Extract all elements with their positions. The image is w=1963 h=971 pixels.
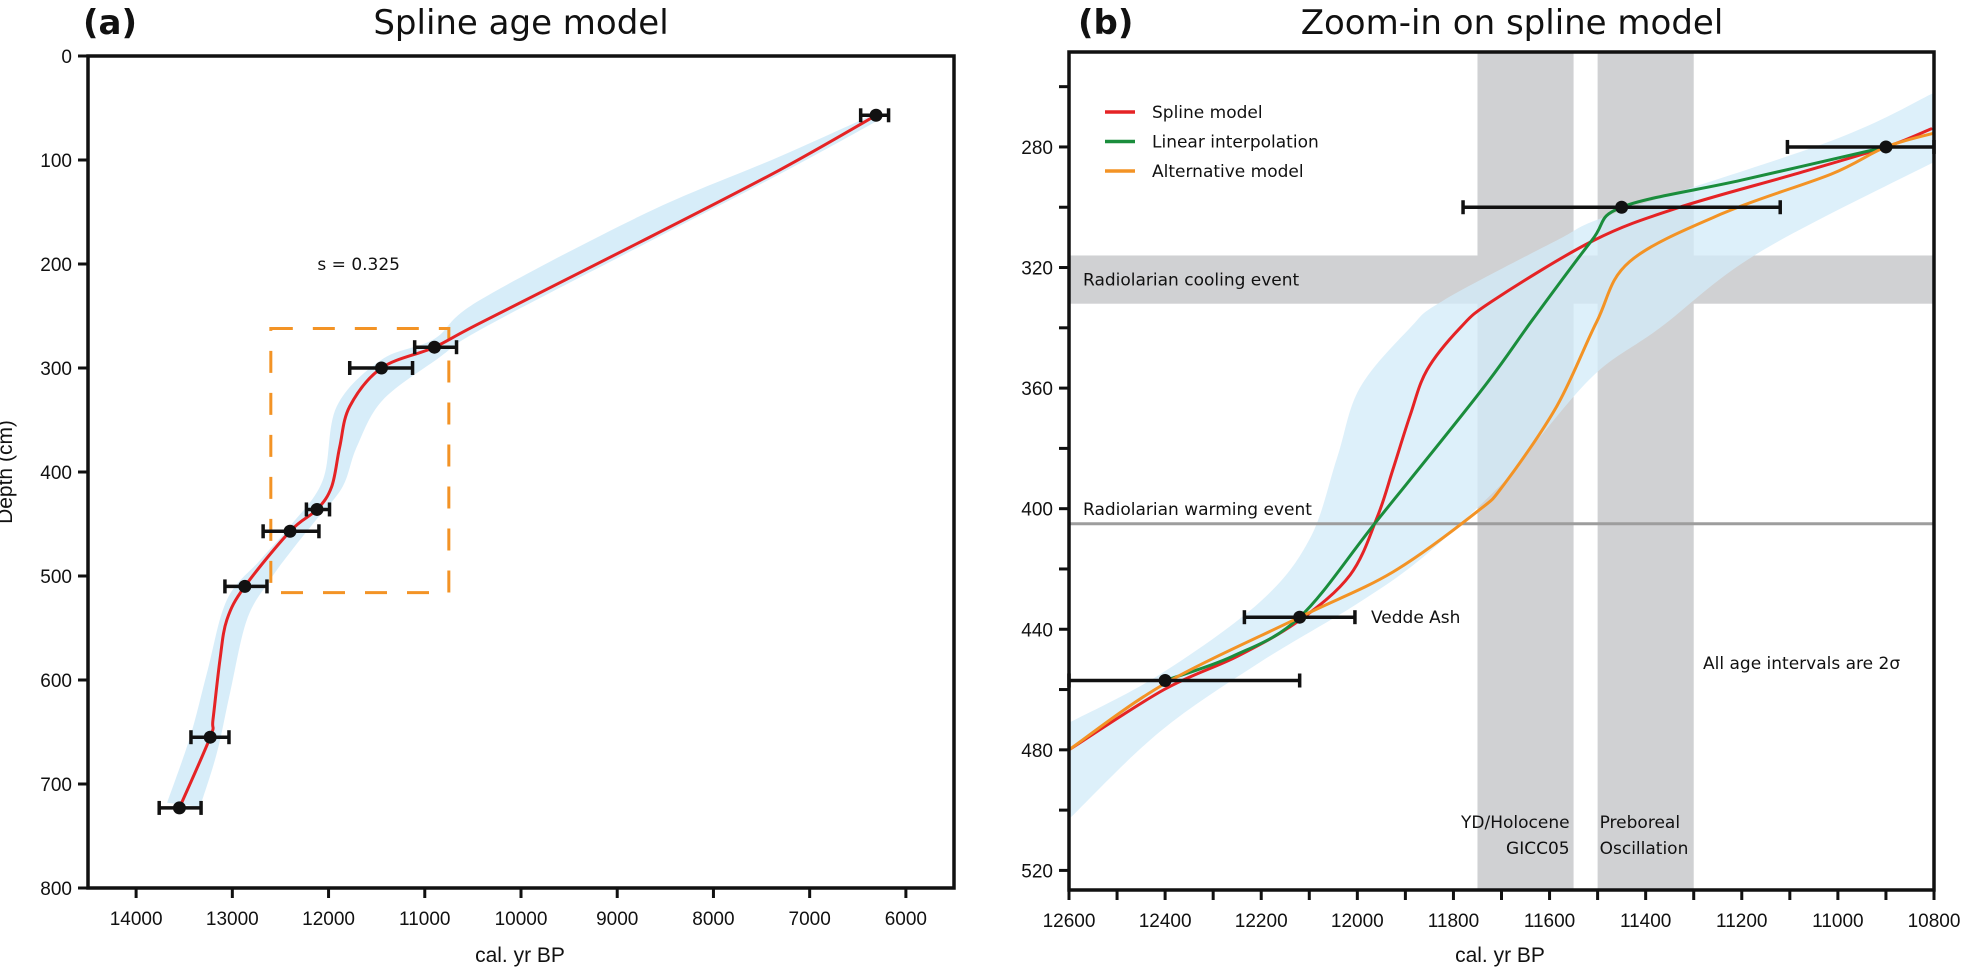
panel-b-y-tick-label: 480: [1021, 741, 1053, 762]
date-marker: [238, 579, 252, 593]
panel-b-x-tick-label: 11000: [1812, 911, 1863, 932]
warming-event-label: Radiolarian warming event: [1083, 500, 1312, 520]
panel-b-x-tick-label: 12400: [1139, 911, 1192, 932]
date-marker: [283, 524, 297, 538]
date-point-3: [304, 502, 332, 517]
panel-b-y-tick-label: 320: [1021, 259, 1053, 280]
panel-b-title: Zoom-in on spline model: [1301, 3, 1724, 43]
date-marker: [310, 502, 324, 516]
panel-b-event-lines: Radiolarian warming event: [1069, 500, 1934, 526]
panel-a-dates: [157, 108, 891, 815]
series-line-spline-model: [177, 113, 878, 810]
panel-b-series: [1069, 127, 1934, 752]
panel-a-x-tick-label: 11000: [399, 909, 450, 930]
panel-b-x-axis-label: cal. yr BP: [1455, 944, 1545, 967]
panel-b-y-tick-label: 280: [1021, 138, 1053, 159]
date-point-7: [157, 800, 203, 815]
panel-b-x-tick-label: 12000: [1331, 911, 1384, 932]
legend-label-1: Linear interpolation: [1152, 133, 1319, 153]
panel-a-x-tick-label: 14000: [110, 909, 163, 930]
panel-a-x-tick-label: 13000: [206, 909, 259, 930]
date-marker: [1293, 610, 1307, 624]
panel-b-letter: (b): [1078, 3, 1133, 43]
panel-b-y-tick-label: 440: [1021, 620, 1053, 641]
panel-b-x-tick-label: 11400: [1620, 911, 1671, 932]
panel-a-x-tick-label: 6000: [885, 909, 927, 930]
panel-a-y-tick-label: 400: [40, 463, 72, 484]
band-label-0-line-1: GICC05: [1506, 839, 1570, 859]
panel-a-series: [177, 113, 878, 810]
panel-b-axes: 12600 12400 12200 12000 11800 11600 11400 11200…: [1021, 50, 1961, 932]
panel-b-y-tick-label: 360: [1021, 379, 1053, 400]
panel-b-x-tick-label: 11600: [1524, 911, 1575, 932]
panel-a-y-tick-label: 0: [61, 47, 72, 68]
vertical-band-1: [1597, 52, 1694, 890]
date-point-5: [223, 579, 269, 594]
panel-a-x-tick-label: 8000: [692, 909, 734, 930]
date-marker: [869, 108, 883, 122]
date-point-4: [261, 524, 321, 539]
date-point-0: [858, 108, 891, 123]
panel-a-title: Spline age model: [373, 3, 668, 43]
panel-a-letter: (a): [83, 3, 137, 43]
band-label-1-line-1: Oscillation: [1600, 839, 1689, 859]
series-line-alternative-model: [1069, 131, 1934, 752]
panel-b-y-tick-label: 400: [1021, 500, 1053, 521]
date-marker: [1158, 674, 1172, 687]
panel-a-y-tick-label: 500: [40, 567, 72, 588]
panel-a-y-tick-label: 700: [40, 775, 72, 796]
date-marker: [203, 730, 217, 744]
panel-a-y-axis-label: Depth (cm): [0, 420, 17, 524]
band-label-1-line-0: Preboreal: [1600, 813, 1680, 833]
panel-a-x-tick-label: 7000: [789, 909, 831, 930]
date-marker: [172, 801, 186, 815]
panel-a-x-tick-label: 9000: [596, 909, 638, 930]
date-point-6: [189, 730, 231, 745]
cooling-event-label: Radiolarian cooling event: [1083, 271, 1300, 291]
panel-b: (b) Zoom-in on spline model Radiolarian …: [1021, 3, 1960, 967]
panel-b-x-tick-label: 11200: [1716, 911, 1767, 932]
panel-b-confidence-band: [1069, 92, 1934, 820]
date-marker: [427, 340, 441, 354]
panel-a-band-area: [167, 113, 882, 807]
vedde-ash-label: Vedde Ash: [1371, 608, 1460, 628]
panel-b-y-tick-label: 520: [1021, 861, 1053, 882]
panel-a-x-tick-label: 10000: [495, 909, 548, 930]
panel-a-x-axis-label: cal. yr BP: [475, 944, 565, 967]
date-point-1: [1461, 200, 1782, 215]
panel-a-axes: 14000 13000 12000 11000 10000 9000 8000 7000 600…: [40, 47, 956, 930]
panel-a-x-tick-label: 12000: [302, 909, 355, 930]
panel-b-x-tick-label: 12600: [1043, 911, 1096, 932]
panel-b-band-area: [1069, 92, 1934, 820]
age-intervals-note: All age intervals are 2σ: [1703, 654, 1900, 674]
panel-a-frame: [86, 54, 956, 890]
panel-a-zoom-box: [269, 326, 451, 595]
legend-label-2: Alternative model: [1152, 162, 1304, 182]
zoom-region-box: [269, 326, 451, 595]
date-marker: [1615, 200, 1629, 214]
panel-a-y-tick-label: 200: [40, 255, 72, 276]
date-marker: [374, 361, 388, 375]
date-point-2: [1242, 610, 1357, 625]
band-label-0-line-0: YD/Holocene: [1460, 813, 1570, 833]
panel-b-band-labels: YD/Holocene GICC05 Preboreal Oscillation: [1460, 813, 1688, 859]
panel-b-x-tick-label: 12200: [1235, 911, 1288, 932]
legend-label-0: Spline model: [1152, 103, 1263, 123]
panel-a-y-tick-label: 800: [40, 879, 72, 900]
panel-b-x-tick-label: 10800: [1908, 911, 1961, 932]
panel-b-x-tick-label: 11800: [1428, 911, 1479, 932]
panel-b-legend: Spline model Linear interpolation Alternat…: [1105, 103, 1319, 182]
date-point-2: [347, 361, 415, 375]
panel-a-confidence-band: [167, 113, 882, 807]
series-line-linear-interpolation: [1163, 145, 1888, 682]
date-point-1: [412, 340, 459, 355]
panel-a-annotation-s: s = 0.325: [317, 255, 400, 275]
panel-a-y-tick-label: 600: [40, 671, 72, 692]
panel-a-y-tick-label: 100: [40, 151, 72, 172]
panel-a-y-tick-label: 300: [40, 359, 72, 380]
date-marker: [1879, 140, 1893, 154]
panel-a: (a) Spline age model 14000 13000 12000 1100…: [0, 3, 956, 967]
